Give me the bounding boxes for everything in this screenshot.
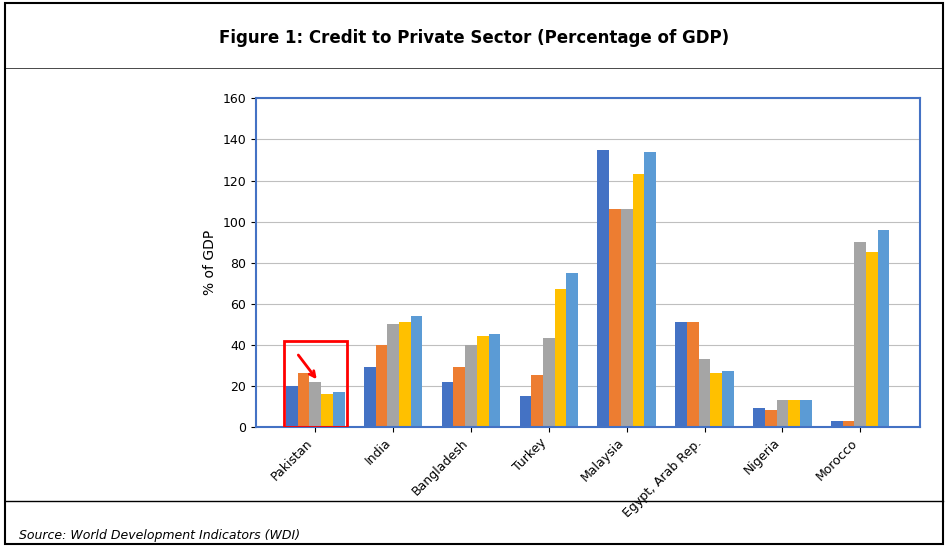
Bar (621, 210, 632, 427)
Bar (520, 396, 531, 427)
Bar (710, 374, 722, 427)
Bar (610, 210, 621, 427)
Bar (776, 400, 788, 427)
Bar (410, 316, 423, 427)
Bar (531, 375, 543, 427)
Bar (388, 324, 399, 427)
Bar (298, 374, 309, 427)
Bar (687, 322, 699, 427)
Y-axis label: % of GDP: % of GDP (203, 230, 217, 295)
Bar (286, 386, 298, 427)
Bar (453, 367, 465, 427)
Bar (866, 252, 878, 427)
Bar (321, 394, 333, 427)
Bar (753, 408, 765, 427)
Bar (566, 273, 578, 427)
Bar (632, 174, 645, 427)
Bar (800, 400, 811, 427)
Bar (488, 334, 501, 427)
Bar (699, 359, 710, 427)
Bar (375, 345, 388, 427)
Bar (465, 345, 477, 427)
Bar (722, 371, 734, 427)
Bar (675, 322, 687, 427)
Bar (364, 367, 375, 427)
Bar (309, 382, 321, 427)
Text: Figure 1: Credit to Private Sector (Percentage of GDP): Figure 1: Credit to Private Sector (Perc… (219, 30, 729, 47)
Bar (645, 152, 656, 427)
Bar (283, 340, 347, 427)
Bar (333, 392, 344, 427)
Bar (788, 400, 800, 427)
Bar (831, 421, 843, 427)
Bar (477, 336, 488, 427)
Bar (399, 322, 410, 427)
Bar (597, 150, 610, 427)
Bar (555, 289, 566, 427)
Bar (765, 410, 776, 427)
Bar (878, 230, 889, 427)
Bar (442, 382, 453, 427)
Bar (854, 242, 866, 427)
Bar (843, 421, 854, 427)
Text: Source: World Development Indicators (WDI): Source: World Development Indicators (WD… (19, 528, 301, 542)
Bar (543, 339, 555, 427)
